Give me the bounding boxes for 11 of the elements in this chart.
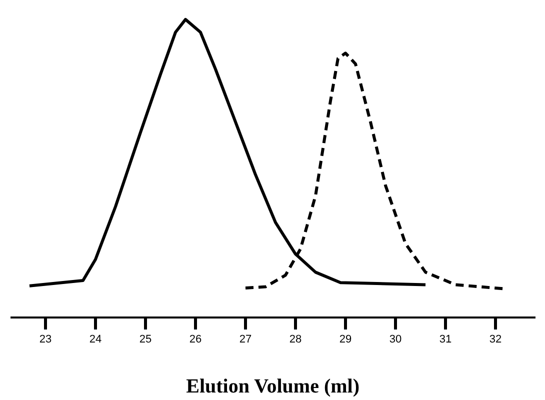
x-tick-label: 24 — [89, 334, 102, 346]
x-axis-title: Elution Volume (ml) — [186, 376, 360, 398]
x-tick-label: 25 — [139, 334, 152, 346]
x-tick-label: 30 — [389, 334, 402, 346]
x-tick-label: 28 — [289, 334, 302, 346]
x-tick-label: 31 — [439, 334, 452, 346]
x-tick-label: 26 — [189, 334, 202, 346]
x-tick-label: 23 — [39, 334, 52, 346]
x-tick-label: 29 — [339, 334, 352, 346]
x-tick-label: 27 — [239, 334, 252, 346]
x-tick-label: 32 — [489, 334, 502, 346]
